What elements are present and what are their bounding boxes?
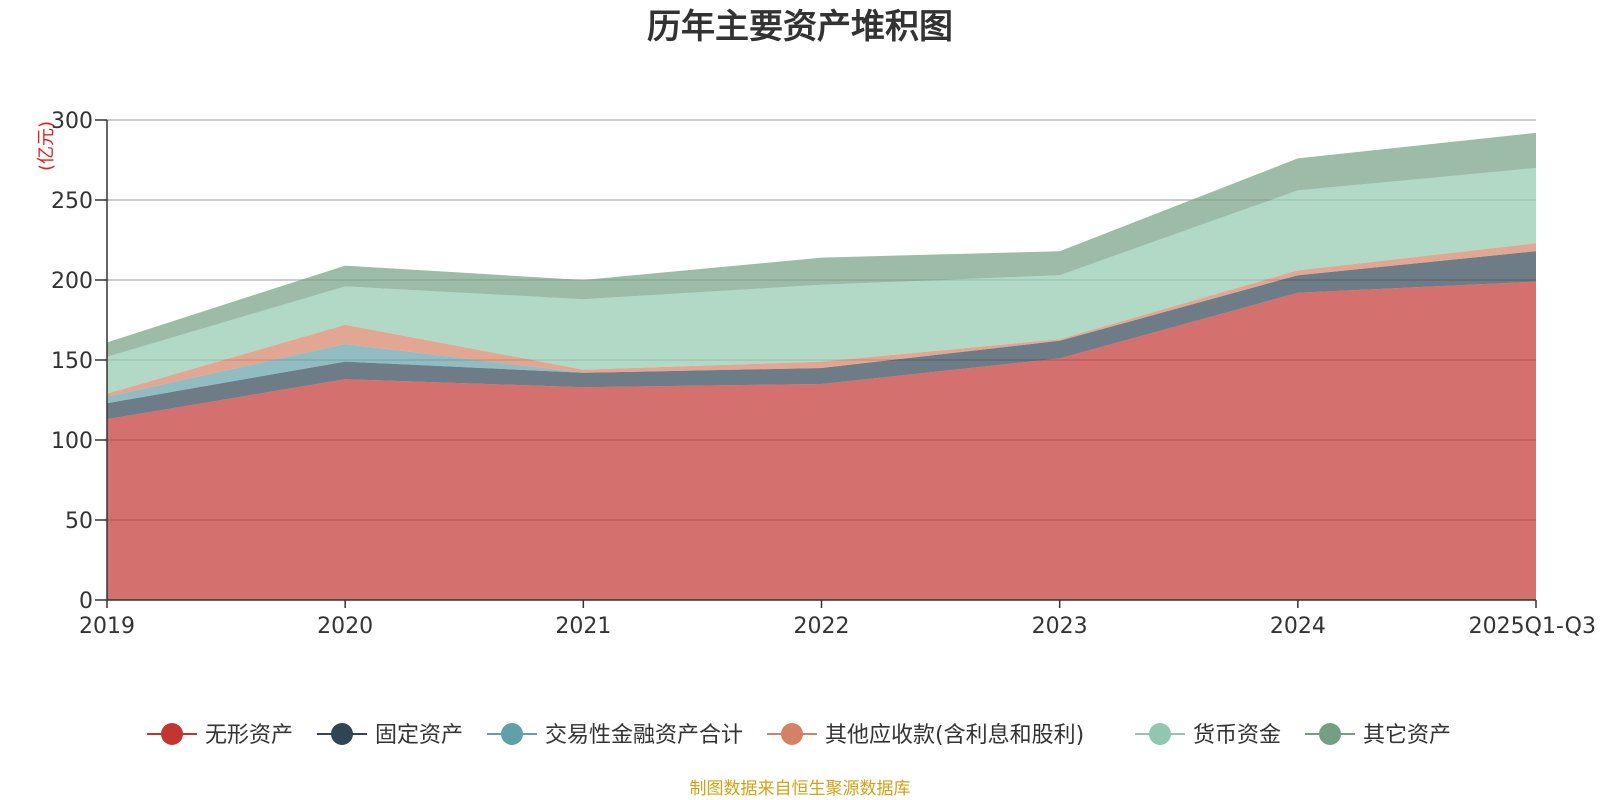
y-tick-label: 100 (51, 429, 93, 454)
y-tick-label: 300 (51, 109, 93, 134)
y-tick-label: 0 (79, 589, 93, 614)
legend-marker-icon (1319, 723, 1341, 745)
legend-marker-icon (161, 723, 183, 745)
area-series-2[interactable] (107, 251, 1536, 404)
legend-item-3[interactable]: 其他应收款(含利息和股利) (767, 723, 1084, 748)
legend-item-0[interactable]: 无形资产 (147, 723, 293, 748)
y-tick-label: 200 (51, 269, 93, 294)
x-tick-label: 2024 (1270, 614, 1326, 639)
chart-title: 历年主要资产堆积图 (647, 7, 953, 47)
x-tick-label: 2021 (555, 614, 611, 639)
legend-marker-icon (781, 723, 803, 745)
x-tick-label: 2022 (794, 614, 850, 639)
x-tick-label: 2020 (317, 614, 373, 639)
y-tick-label: 150 (51, 349, 93, 374)
x-tick-label: 2019 (79, 614, 135, 639)
legend-marker-icon (501, 723, 523, 745)
legend-label: 货币资金 (1193, 723, 1281, 748)
area-series-1[interactable] (107, 251, 1536, 420)
legend-label: 其他应收款(含利息和股利) (825, 723, 1084, 748)
legend-item-4[interactable]: 货币资金 (1135, 723, 1281, 748)
y-axis-unit: (亿元) (36, 121, 57, 171)
data-source-note: 制图数据来自恒生聚源数据库 (690, 779, 911, 799)
legend-label: 交易性金融资产合计 (545, 723, 743, 748)
legend-label: 固定资产 (375, 723, 463, 748)
legend-marker-icon (331, 723, 353, 745)
area-series-3[interactable] (107, 243, 1536, 397)
legend-item-5[interactable]: 其它资产 (1305, 723, 1451, 748)
x-tick-label: 2023 (1032, 614, 1088, 639)
axes: 0 50 100 150 200 250 300 2019 2020 2021 2022 2023 20… (51, 109, 1596, 639)
y-tick-label: 250 (51, 189, 93, 214)
legend-marker-icon (1149, 723, 1171, 745)
area-series-5[interactable] (107, 132, 1536, 357)
legend-item-1[interactable]: 固定资产 (317, 723, 463, 748)
y-tick-label: 50 (65, 509, 93, 534)
legend-label: 无形资产 (205, 723, 293, 748)
area-series-4[interactable] (107, 168, 1536, 394)
area-series-0[interactable] (107, 281, 1536, 600)
x-tick-label: 2025Q1-Q3 (1469, 614, 1596, 639)
area-series (107, 132, 1536, 600)
legend-label: 其它资产 (1363, 723, 1451, 748)
legend-item-2[interactable]: 交易性金融资产合计 (487, 723, 743, 748)
legend: 无形资产 固定资产 交易性金融资产合计 其他应收款(含利息和股利) 货币资金 其它资产 (147, 723, 1451, 748)
